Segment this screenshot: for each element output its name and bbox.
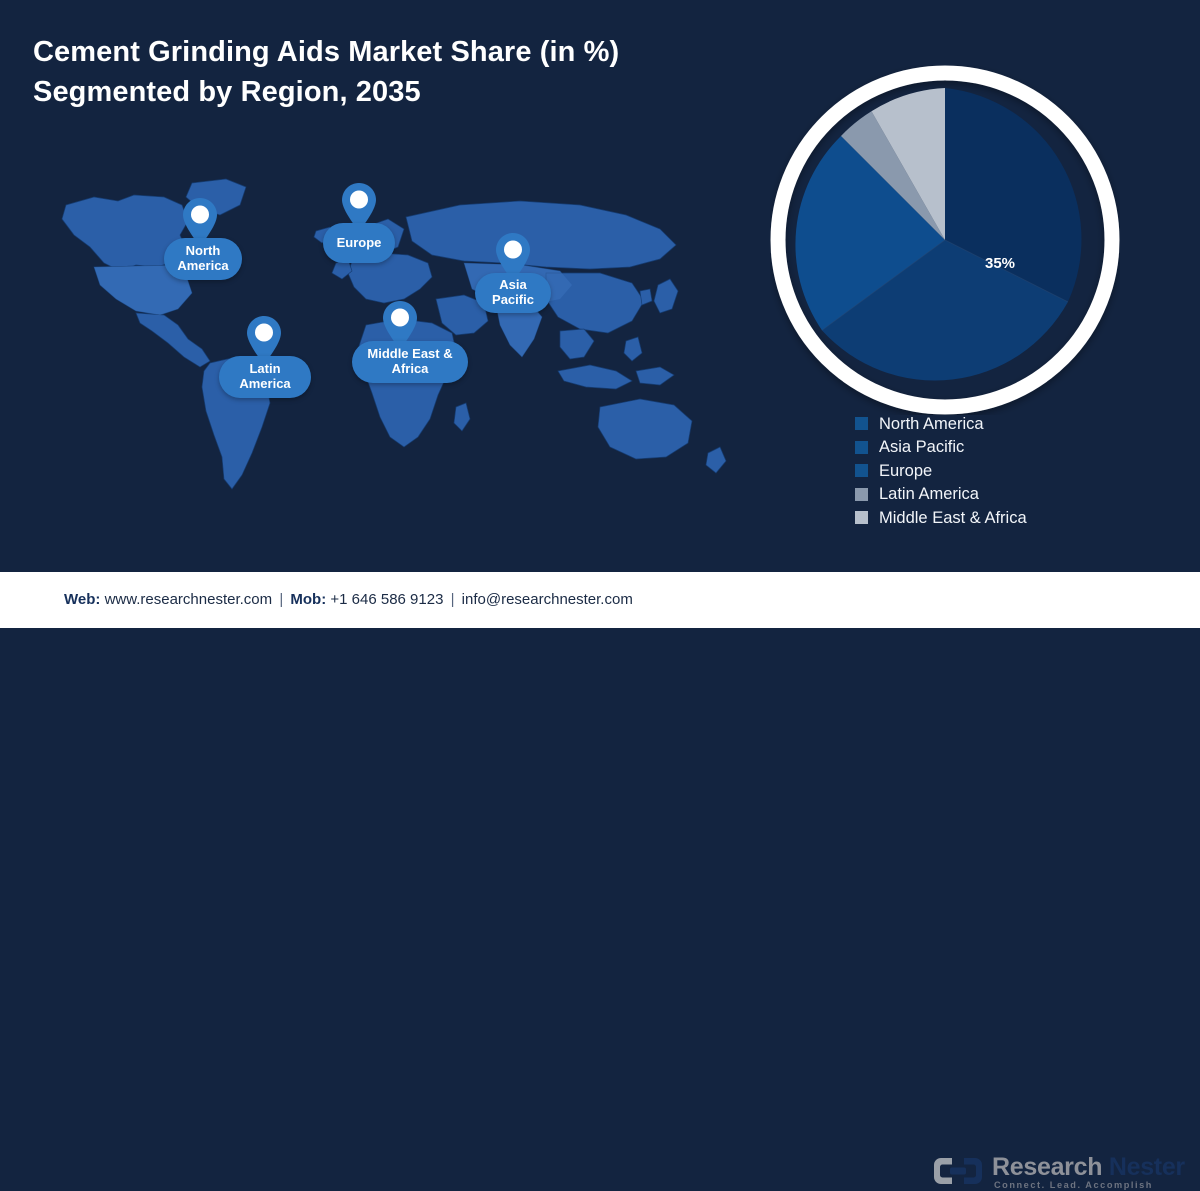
footer-email[interactable]: info@researchnester.com — [461, 591, 633, 608]
legend-item-north-america[interactable]: North America — [855, 412, 1027, 436]
pie-chart-svg — [770, 65, 1120, 415]
logo-wordmark: Research Nester — [992, 1153, 1185, 1182]
logo-word-nester: Nester — [1102, 1153, 1185, 1181]
pie-slice-europe[interactable] — [795, 135, 945, 331]
legend-swatch-icon — [855, 487, 868, 501]
legend-label: North America — [879, 414, 984, 433]
map-label-text: Asia Pacific — [492, 277, 534, 307]
map-label-asia-pacific[interactable]: Asia Pacific — [475, 273, 551, 313]
page-title-line-2: Segmented by Region, 2035 — [33, 76, 421, 109]
map-label-north-america[interactable]: North America — [164, 238, 242, 280]
map-label-text: Middle East & Africa — [367, 346, 453, 376]
legend-label: Europe — [879, 461, 933, 480]
logo-word-research: Research — [992, 1153, 1103, 1181]
map-label-text: North America — [177, 243, 229, 273]
location-pin-icon — [383, 301, 417, 349]
legend-item-europe[interactable]: Europe — [855, 459, 1027, 483]
map-pin-europe[interactable] — [340, 182, 378, 232]
pie-slice-asia-pacific[interactable] — [821, 240, 1068, 381]
map-label-text: Latin America — [239, 361, 291, 391]
footer-separator-1: | — [279, 591, 284, 608]
footer-separator-2: | — [450, 591, 455, 608]
pie-slice-latin-america[interactable] — [840, 111, 945, 240]
footer-web-label: Web: — [64, 591, 101, 608]
pie-data-label-north-america: 35% — [985, 255, 1016, 272]
infographic-page: Cement Grinding Aids Market Share (in %)… — [0, 32, 1200, 1190]
map-label-latin-america[interactable]: Latin America — [219, 356, 311, 398]
legend-swatch-icon — [855, 464, 868, 478]
legend-label: Middle East & Africa — [879, 508, 1027, 527]
legend-label: Asia Pacific — [879, 438, 965, 456]
map-pin-latin-america[interactable] — [245, 315, 283, 365]
map-label-middle-east-africa[interactable]: Middle East & Africa — [352, 341, 468, 383]
page-title: Cement Grinding Aids Market Share (in %)… — [33, 32, 733, 112]
map-label-europe[interactable]: Europe — [323, 223, 395, 263]
research-nester-logo[interactable]: Research Nester Connect. Lead. Accomplis… — [932, 1153, 1185, 1191]
footer-mob-value: +1 646 586 9123 — [330, 591, 444, 608]
legend-item-asia-pacific[interactable]: Asia Pacific — [855, 436, 1027, 460]
world-map: North America Europe Asia Pacific — [60, 175, 740, 495]
pie-chart: 35% — [770, 65, 1120, 415]
map-pin-middle-east-africa[interactable] — [381, 300, 419, 350]
location-pin-icon — [247, 316, 281, 364]
logo-tagline: Connect. Lead. Accomplish — [994, 1180, 1153, 1190]
page-title-line-1: Cement Grinding Aids Market Share (in %) — [33, 36, 620, 68]
footer-web-value[interactable]: www.researchnester.com — [104, 591, 273, 608]
legend-item-middle-east-africa[interactable]: Middle East & Africa — [855, 506, 1027, 530]
map-label-text: Europe — [336, 234, 382, 250]
legend-swatch-icon — [855, 511, 868, 525]
legend-swatch-icon — [855, 417, 868, 431]
legend-swatch-icon — [855, 440, 868, 454]
pie-slice-middle-east-africa[interactable] — [871, 88, 945, 240]
logo-mark-icon — [934, 1158, 982, 1184]
map-pin-asia-pacific[interactable] — [494, 232, 532, 282]
legend-label: Latin America — [879, 485, 979, 503]
pie-slice-north-america[interactable] — [945, 88, 1082, 302]
location-pin-icon — [342, 183, 376, 231]
chart-legend: North America Asia Pacific Europe Latin … — [855, 412, 1027, 530]
footer-bar: Web: www.researchnester.com | Mob: +1 64… — [0, 572, 1200, 1190]
footer-contact-info: Web: www.researchnester.com | Mob: +1 64… — [64, 591, 633, 608]
legend-item-latin-america[interactable]: Latin America — [855, 483, 1027, 507]
location-pin-icon — [496, 233, 530, 281]
footer-mob-label: Mob: — [290, 591, 327, 608]
map-pin-north-america[interactable] — [181, 197, 219, 247]
location-pin-icon — [183, 198, 217, 246]
